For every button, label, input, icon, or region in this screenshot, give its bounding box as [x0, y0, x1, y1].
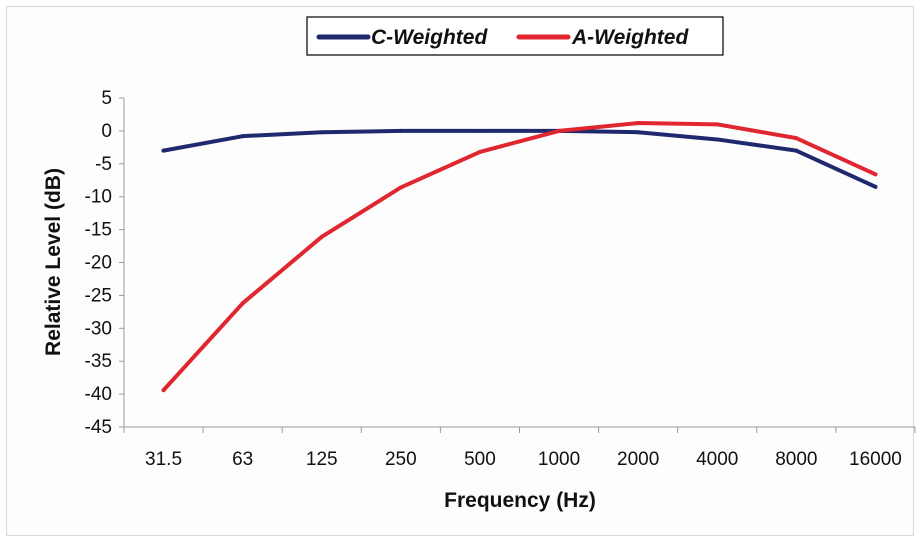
data-point-a-weighted [557, 128, 562, 133]
y-tick-label: -35 [85, 351, 112, 372]
data-point-a-weighted [715, 122, 720, 127]
axes [123, 98, 915, 428]
x-tick-label: 31.5 [145, 449, 182, 470]
data-point-c-weighted [398, 128, 403, 133]
data-point-a-weighted [636, 121, 641, 126]
data-point-a-weighted [794, 136, 799, 141]
data-point-c-weighted [636, 130, 641, 135]
x-tick-label: 500 [464, 449, 496, 470]
data-point-a-weighted [161, 388, 166, 393]
x-tick-label: 63 [232, 449, 253, 470]
y-tick-label: -25 [85, 285, 112, 306]
data-point-a-weighted [477, 149, 482, 154]
x-tick-label: 2000 [617, 449, 659, 470]
x-tick-label: 16000 [849, 449, 902, 470]
data-point-a-weighted [319, 234, 324, 239]
legend-box [306, 16, 724, 56]
series-lines [161, 121, 878, 393]
data-point-c-weighted [240, 134, 245, 139]
y-tick-label: -45 [85, 417, 112, 438]
x-ticks: 31.5 63 125 250 500 1000 2000 4000 8000 16000 [123, 427, 916, 470]
x-axis-title: Frequency (Hz) [444, 489, 596, 512]
x-tick-label: 8000 [775, 449, 817, 470]
series-line-a-weighted [161, 121, 878, 393]
y-tick-label: -20 [85, 253, 112, 274]
data-point-c-weighted [161, 148, 166, 153]
y-tick-label: -30 [85, 318, 112, 339]
chart-frame [6, 6, 914, 536]
data-point-c-weighted [319, 130, 324, 135]
data-point-a-weighted [398, 185, 403, 190]
y-tick-label: -10 [85, 187, 112, 208]
data-point-a-weighted [240, 301, 245, 306]
y-tick-label: 0 [101, 121, 112, 142]
data-point-c-weighted [477, 128, 482, 133]
y-axis-title: Relative Level (dB) [42, 168, 65, 356]
legend: C-Weighted A-Weighted [306, 16, 724, 56]
legend-label-a-weighted: A-Weighted [571, 26, 689, 49]
x-tick-label: 125 [306, 449, 338, 470]
y-tick-label: 5 [101, 88, 112, 109]
data-point-c-weighted [715, 137, 720, 142]
y-tick-label: -40 [85, 384, 112, 405]
data-point-c-weighted [873, 184, 878, 189]
data-point-c-weighted [794, 148, 799, 153]
data-point-a-weighted [873, 172, 878, 177]
series-line-c-weighted [161, 128, 878, 189]
legend-label-c-weighted: C-Weighted [371, 26, 488, 49]
y-tick-label: -15 [85, 220, 112, 241]
y-tick-label: -5 [95, 154, 112, 175]
x-tick-label: 250 [385, 449, 417, 470]
x-tick-label: 1000 [538, 449, 580, 470]
x-tick-label: 4000 [696, 449, 738, 470]
y-ticks: 5 0 -5 -10 -15 -20 -25 -30 -35 -40 -45 [85, 88, 124, 438]
